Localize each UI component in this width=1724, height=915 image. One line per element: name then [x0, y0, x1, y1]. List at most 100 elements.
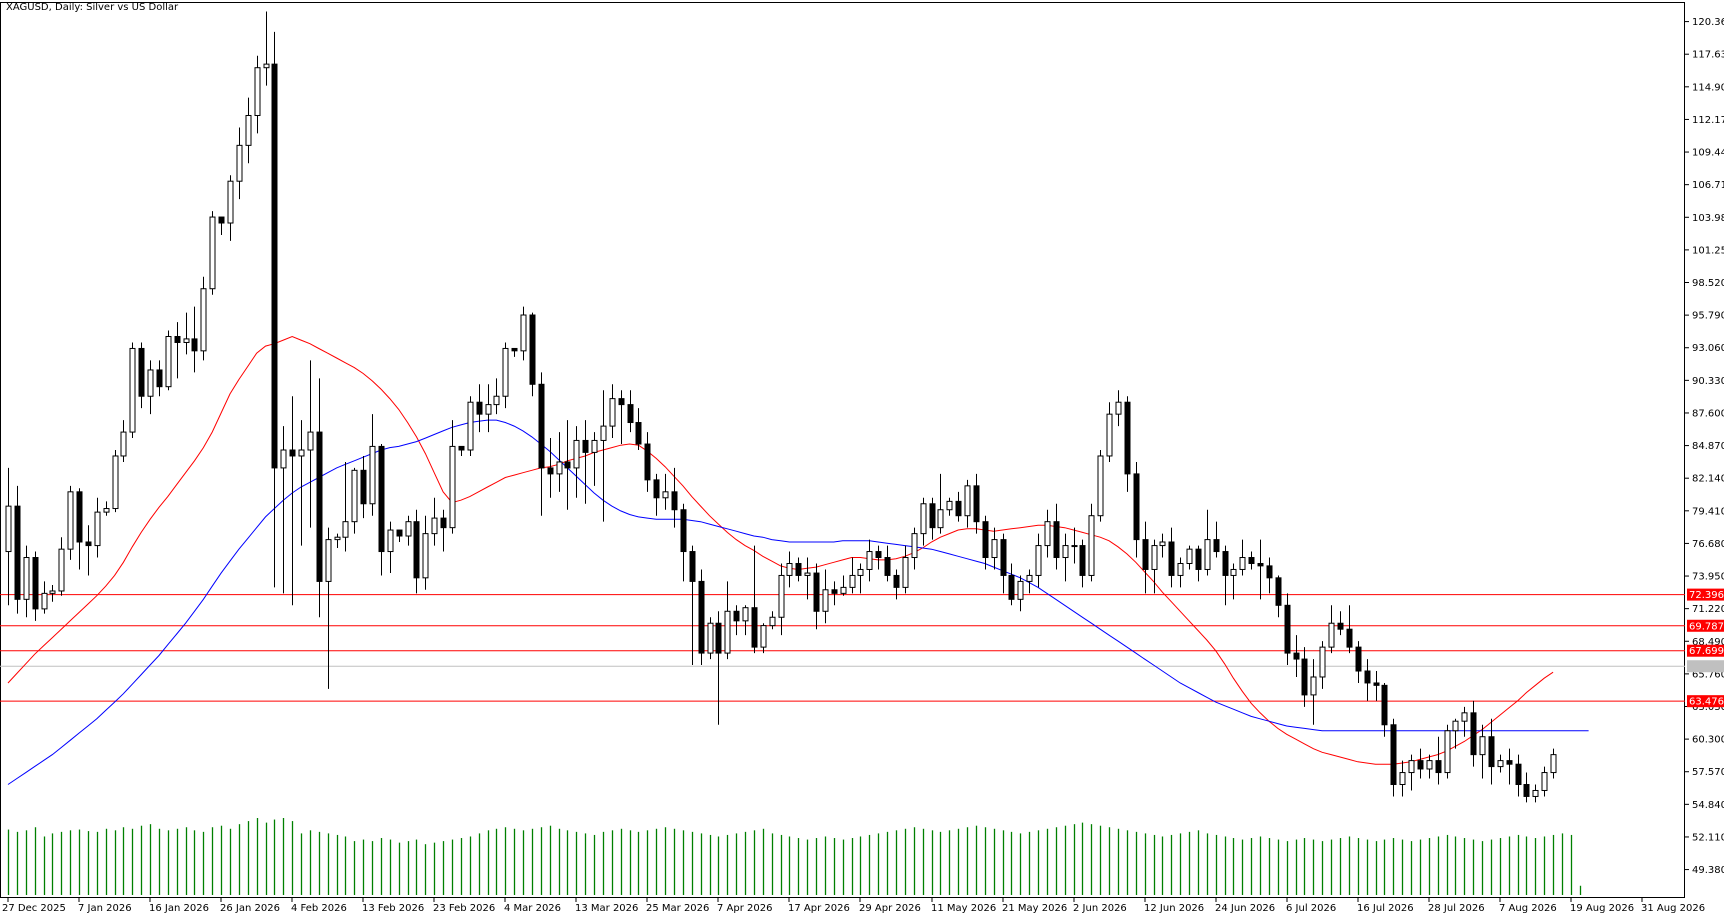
candle-body — [23, 557, 30, 600]
candle-body — [174, 336, 181, 343]
candle-body — [760, 625, 767, 648]
time-tick-label: 13 Mar 2026 — [575, 903, 638, 914]
price-tick-label: 52.110 — [1692, 832, 1724, 843]
candle-body — [1000, 539, 1007, 576]
price-tick-label: 109.440 — [1692, 148, 1724, 159]
candle-body — [254, 67, 261, 116]
time-tick-label: 4 Mar 2026 — [504, 903, 561, 914]
candle-body — [991, 539, 998, 559]
candle-body — [458, 445, 465, 451]
candle-body — [1168, 541, 1175, 576]
candle-body — [67, 491, 74, 550]
candle-body — [547, 467, 554, 475]
candle-body — [129, 347, 136, 433]
level-price-tag — [1687, 588, 1724, 601]
candle-body — [1017, 580, 1024, 600]
candle-body — [378, 445, 385, 553]
level-price-tag — [1687, 644, 1724, 657]
candle-body — [227, 180, 234, 224]
price-tick-label: 114.900 — [1692, 82, 1724, 93]
price-tick-label: 106.710 — [1692, 180, 1724, 191]
candle-body — [627, 404, 634, 424]
price-tick-label: 101.250 — [1692, 245, 1724, 256]
candle-body — [422, 533, 429, 579]
candle-body — [893, 574, 900, 588]
candle-body — [467, 401, 474, 451]
candle-body — [476, 401, 483, 415]
level-price-label: 67.699 — [1689, 646, 1724, 657]
candle-body — [58, 548, 65, 592]
candle-body — [32, 557, 39, 610]
candle-body — [1373, 682, 1380, 686]
candle-body — [342, 521, 349, 538]
candle-body — [751, 607, 758, 648]
candle-body — [698, 580, 705, 654]
moving-average-line — [7, 335, 1554, 765]
candle-body — [289, 449, 296, 457]
candle-body — [733, 610, 740, 622]
time-tick-label: 12 Jun 2026 — [1144, 903, 1204, 914]
candle-body — [1133, 473, 1140, 541]
candle-body — [1248, 557, 1255, 564]
candle-body — [1310, 676, 1317, 696]
candle-body — [1213, 539, 1220, 553]
candle-body — [1417, 760, 1424, 770]
candle-body — [200, 288, 207, 352]
candle-body — [1053, 521, 1060, 559]
candle-body — [493, 395, 500, 406]
candle-body — [112, 455, 119, 510]
candle-body — [742, 607, 749, 622]
candle-body — [120, 431, 127, 457]
time-tick-label: 31 Aug 2026 — [1641, 903, 1705, 914]
time-tick-label: 11 May 2026 — [931, 903, 996, 914]
candle-body — [618, 398, 625, 406]
price-tick-label: 112.170 — [1692, 115, 1724, 126]
candle-body — [707, 622, 714, 654]
time-tick-label: 21 May 2026 — [1002, 903, 1067, 914]
candle-body — [1328, 622, 1335, 648]
candle-body — [41, 592, 48, 610]
time-tick-label: 25 Mar 2026 — [646, 903, 709, 914]
candle-body — [1284, 604, 1291, 654]
candle-body — [973, 485, 980, 523]
price-tick-label: 82.140 — [1692, 474, 1724, 485]
time-tick-label: 19 Aug 2026 — [1570, 903, 1634, 914]
price-tick-label: 117.630 — [1692, 50, 1724, 61]
candle-body — [138, 347, 145, 397]
price-tick-label: 93.060 — [1692, 343, 1724, 354]
candle-body — [14, 505, 21, 600]
candle-body — [1293, 652, 1300, 660]
time-tick-label: 24 Jun 2026 — [1215, 903, 1275, 914]
current-price-tag — [1687, 660, 1724, 673]
candle-body — [1506, 760, 1513, 765]
candle-body — [387, 529, 394, 553]
candle-body — [1239, 557, 1246, 570]
candle-body — [485, 404, 492, 415]
candle-body — [804, 572, 811, 576]
candle-body — [1204, 539, 1211, 570]
time-tick-label: 2 Jun 2026 — [1073, 903, 1127, 914]
candle-body — [778, 574, 785, 618]
candle-body — [1426, 760, 1433, 770]
candle-body — [822, 589, 829, 612]
candle-body — [1151, 545, 1158, 570]
candle-body — [1079, 545, 1086, 576]
candle-body — [902, 557, 909, 588]
candle-body — [449, 445, 456, 529]
candle-body — [653, 479, 660, 499]
candle-body — [76, 491, 83, 543]
candle-body — [689, 551, 696, 582]
candle-body — [502, 347, 509, 397]
price-tick-label: 71.220 — [1692, 604, 1724, 615]
candle-body — [147, 369, 154, 397]
candle-body — [1550, 754, 1557, 774]
candle-body — [635, 422, 642, 445]
candle-body — [1301, 658, 1308, 696]
candle-body — [1488, 736, 1495, 768]
chart-title: XAGUSD, Daily: Silver vs US Dollar — [6, 2, 179, 13]
candle-body — [1479, 736, 1486, 756]
candle-body — [369, 445, 376, 505]
candle-body — [183, 338, 190, 343]
candle-body — [156, 369, 163, 388]
candle-body — [1186, 548, 1193, 564]
